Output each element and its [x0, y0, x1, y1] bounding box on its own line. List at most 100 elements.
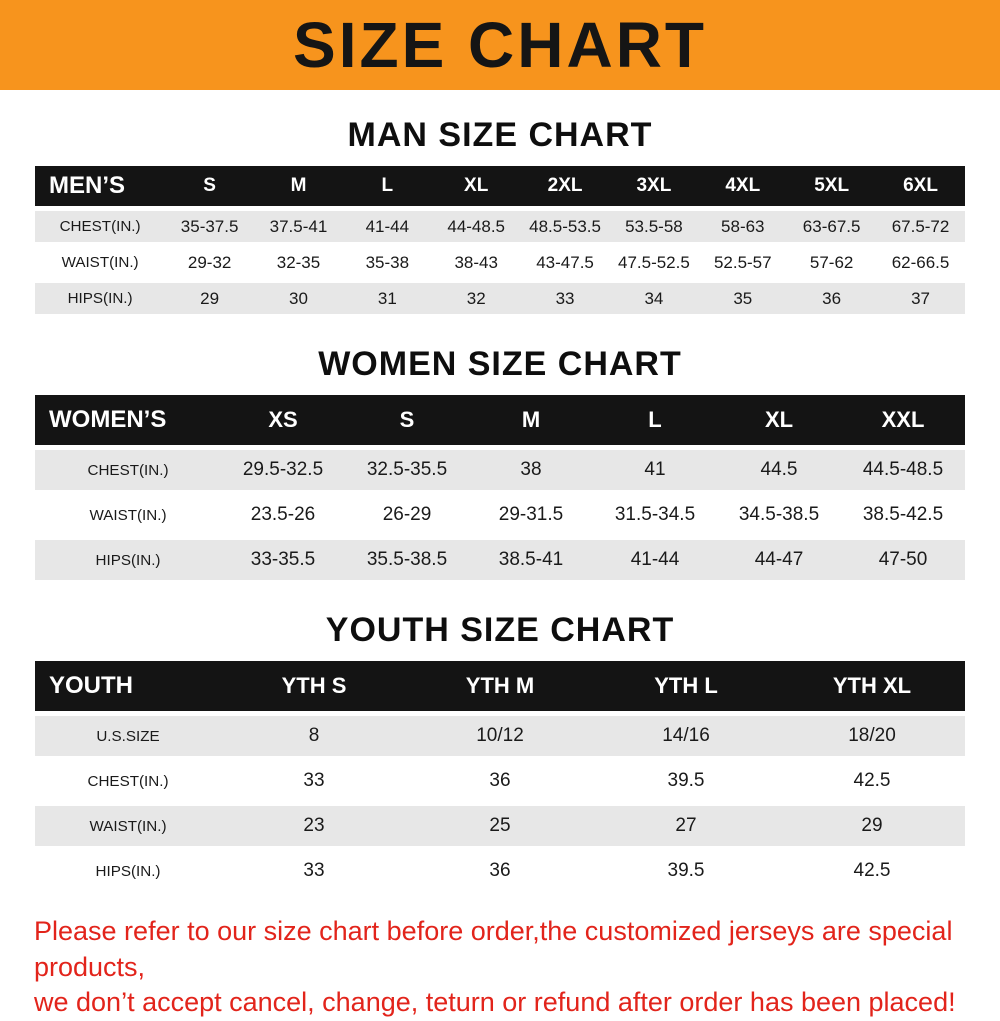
size-header-cell: M [469, 395, 593, 445]
value-cell: 42.5 [853, 860, 891, 881]
value-cell: 38 [520, 459, 542, 480]
value-cell: 23.5-26 [250, 504, 316, 525]
value-cell: 32 [466, 288, 486, 308]
row-label-cell: HIPS(IN.) [67, 290, 133, 307]
row-label-cell: WAIST(IN.) [61, 254, 139, 271]
value-cell: 44-47 [754, 549, 804, 570]
row-label-cell: WAIST(IN.) [89, 506, 167, 524]
table-row: HIPS(IN.) 33-35.5 35.5-38.5 38.5-41 41-44 44-… [35, 540, 965, 580]
value-cell: 32-35 [276, 252, 321, 272]
disclaimer: Please refer to our size chart before or… [34, 914, 966, 1021]
size-header-cell: YTH XL [779, 661, 965, 711]
size-header-cell: 4XL [698, 166, 788, 206]
men-section: MAN SIZE CHART MEN’S S M L XL 2XL 3XL 4XL 5XL 6XL… [0, 116, 1000, 319]
table-row: CHEST(IN.) 35-37.5 37.5-41 41-44 44-48.5 48.5… [35, 211, 965, 242]
value-cell: 37 [911, 288, 930, 308]
size-header-cell: XS [221, 395, 345, 445]
value-cell: 14/16 [662, 725, 710, 746]
value-cell: 67.5-72 [891, 216, 950, 236]
youth-section-title: YOUTH SIZE CHART [325, 611, 675, 649]
women-section-title: WOMEN SIZE CHART [318, 345, 682, 383]
table-title-cell: YOUTH [35, 661, 221, 711]
value-cell: 38.5-42.5 [862, 504, 944, 525]
row-label-cell: U.S.SIZE [96, 727, 160, 745]
table-row: WAIST(IN.) 23 25 27 29 [35, 806, 965, 846]
value-cell: 38.5-41 [498, 549, 564, 570]
value-cell: 30 [289, 288, 308, 308]
value-cell: 44-48.5 [447, 216, 506, 236]
row-label-cell: CHEST(IN.) [87, 461, 169, 479]
table-row: CHEST(IN.) 29.5-32.5 32.5-35.5 38 41 44.5 44.5… [35, 450, 965, 490]
value-cell: 29-31.5 [498, 504, 564, 525]
value-cell: 38-43 [454, 252, 498, 272]
row-label-cell: CHEST(IN.) [59, 218, 141, 235]
youth-section: YOUTH SIZE CHART YOUTH YTH S YTH M YTH L YTH… [0, 611, 1000, 896]
row-label-cell: HIPS(IN.) [95, 551, 161, 569]
women-size-table: WOMEN’S XS S M L XL XXL CHEST(IN.) 29.5-32.5 32.5… [35, 390, 965, 585]
value-cell: 10/12 [476, 725, 524, 746]
size-header-cell: 2XL [520, 166, 610, 206]
value-cell: 47-50 [878, 549, 928, 570]
value-cell: 47.5-52.5 [617, 252, 690, 272]
value-cell: 36 [489, 770, 511, 791]
size-header-cell: 5XL [787, 166, 877, 206]
value-cell: 25 [489, 815, 511, 836]
value-cell: 63-67.5 [802, 216, 861, 236]
disclaimer-line-1: Please refer to our size chart before or… [34, 916, 953, 982]
size-header-cell: S [345, 395, 469, 445]
row-label-cell: WAIST(IN.) [89, 817, 167, 835]
value-cell: 26-29 [382, 504, 432, 525]
row-label-cell: CHEST(IN.) [87, 772, 169, 790]
men-section-title: MAN SIZE CHART [347, 116, 653, 154]
disclaimer-line-2: we don’t accept cancel, change, teturn o… [34, 987, 956, 1018]
value-cell: 39.5 [667, 860, 705, 881]
value-cell: 29 [200, 288, 220, 308]
table-header-row: YOUTH YTH S YTH M YTH L YTH XL [35, 661, 965, 711]
banner: SIZE CHART [0, 0, 1000, 90]
size-header-cell: YTH M [407, 661, 593, 711]
value-cell: 31.5-34.5 [614, 504, 696, 525]
table-header-row: WOMEN’S XS S M L XL XXL [35, 395, 965, 445]
value-cell: 35 [733, 288, 753, 308]
value-cell: 41 [644, 459, 666, 480]
size-header-cell: YTH S [221, 661, 407, 711]
size-header-cell: XL [717, 395, 841, 445]
value-cell: 33 [303, 860, 325, 881]
value-cell: 33 [555, 288, 575, 308]
table-title-cell: MEN’S [35, 166, 166, 206]
table-row: WAIST(IN.) 29-32 32-35 35-38 38-43 43-47.5 47.… [35, 247, 965, 278]
value-cell: 8 [308, 725, 320, 746]
value-cell: 18/20 [848, 725, 896, 746]
table-row: HIPS(IN.) 33 36 39.5 42.5 [35, 851, 965, 891]
value-cell: 36 [489, 860, 511, 881]
size-header-cell: M [254, 166, 343, 206]
table-row: HIPS(IN.) 29 30 31 32 33 34 35 36 37 [35, 283, 965, 314]
value-cell: 33-35.5 [250, 549, 316, 570]
value-cell: 29-32 [187, 252, 232, 272]
table-title-cell: WOMEN’S [35, 395, 221, 445]
size-header-cell: 6XL [876, 166, 965, 206]
table-row: U.S.SIZE 8 10/12 14/16 18/20 [35, 716, 965, 756]
value-cell: 34 [644, 288, 664, 308]
value-cell: 34.5-38.5 [738, 504, 820, 525]
value-cell: 33 [303, 770, 325, 791]
row-label-cell: HIPS(IN.) [95, 862, 161, 880]
size-header-cell: XXL [841, 395, 965, 445]
value-cell: 41-44 [630, 549, 680, 570]
value-cell: 27 [675, 815, 697, 836]
table-row: WAIST(IN.) 23.5-26 26-29 29-31.5 31.5-34.5 34… [35, 495, 965, 535]
value-cell: 29 [861, 815, 883, 836]
size-header-cell: S [165, 166, 255, 206]
value-cell: 57-62 [809, 252, 854, 272]
table-header-row: MEN’S S M L XL 2XL 3XL 4XL 5XL 6XL [35, 166, 965, 206]
value-cell: 44.5 [760, 459, 798, 480]
page-title: SIZE CHART [293, 9, 707, 81]
value-cell: 53.5-58 [625, 216, 683, 236]
value-cell: 35-37.5 [180, 216, 239, 236]
size-header-cell: L [593, 395, 717, 445]
women-section: WOMEN SIZE CHART WOMEN’S XS S M L XL XXL CHEST(… [0, 345, 1000, 585]
size-header-cell: XL [431, 166, 521, 206]
value-cell: 29.5-32.5 [242, 459, 324, 480]
value-cell: 32.5-35.5 [366, 459, 448, 480]
